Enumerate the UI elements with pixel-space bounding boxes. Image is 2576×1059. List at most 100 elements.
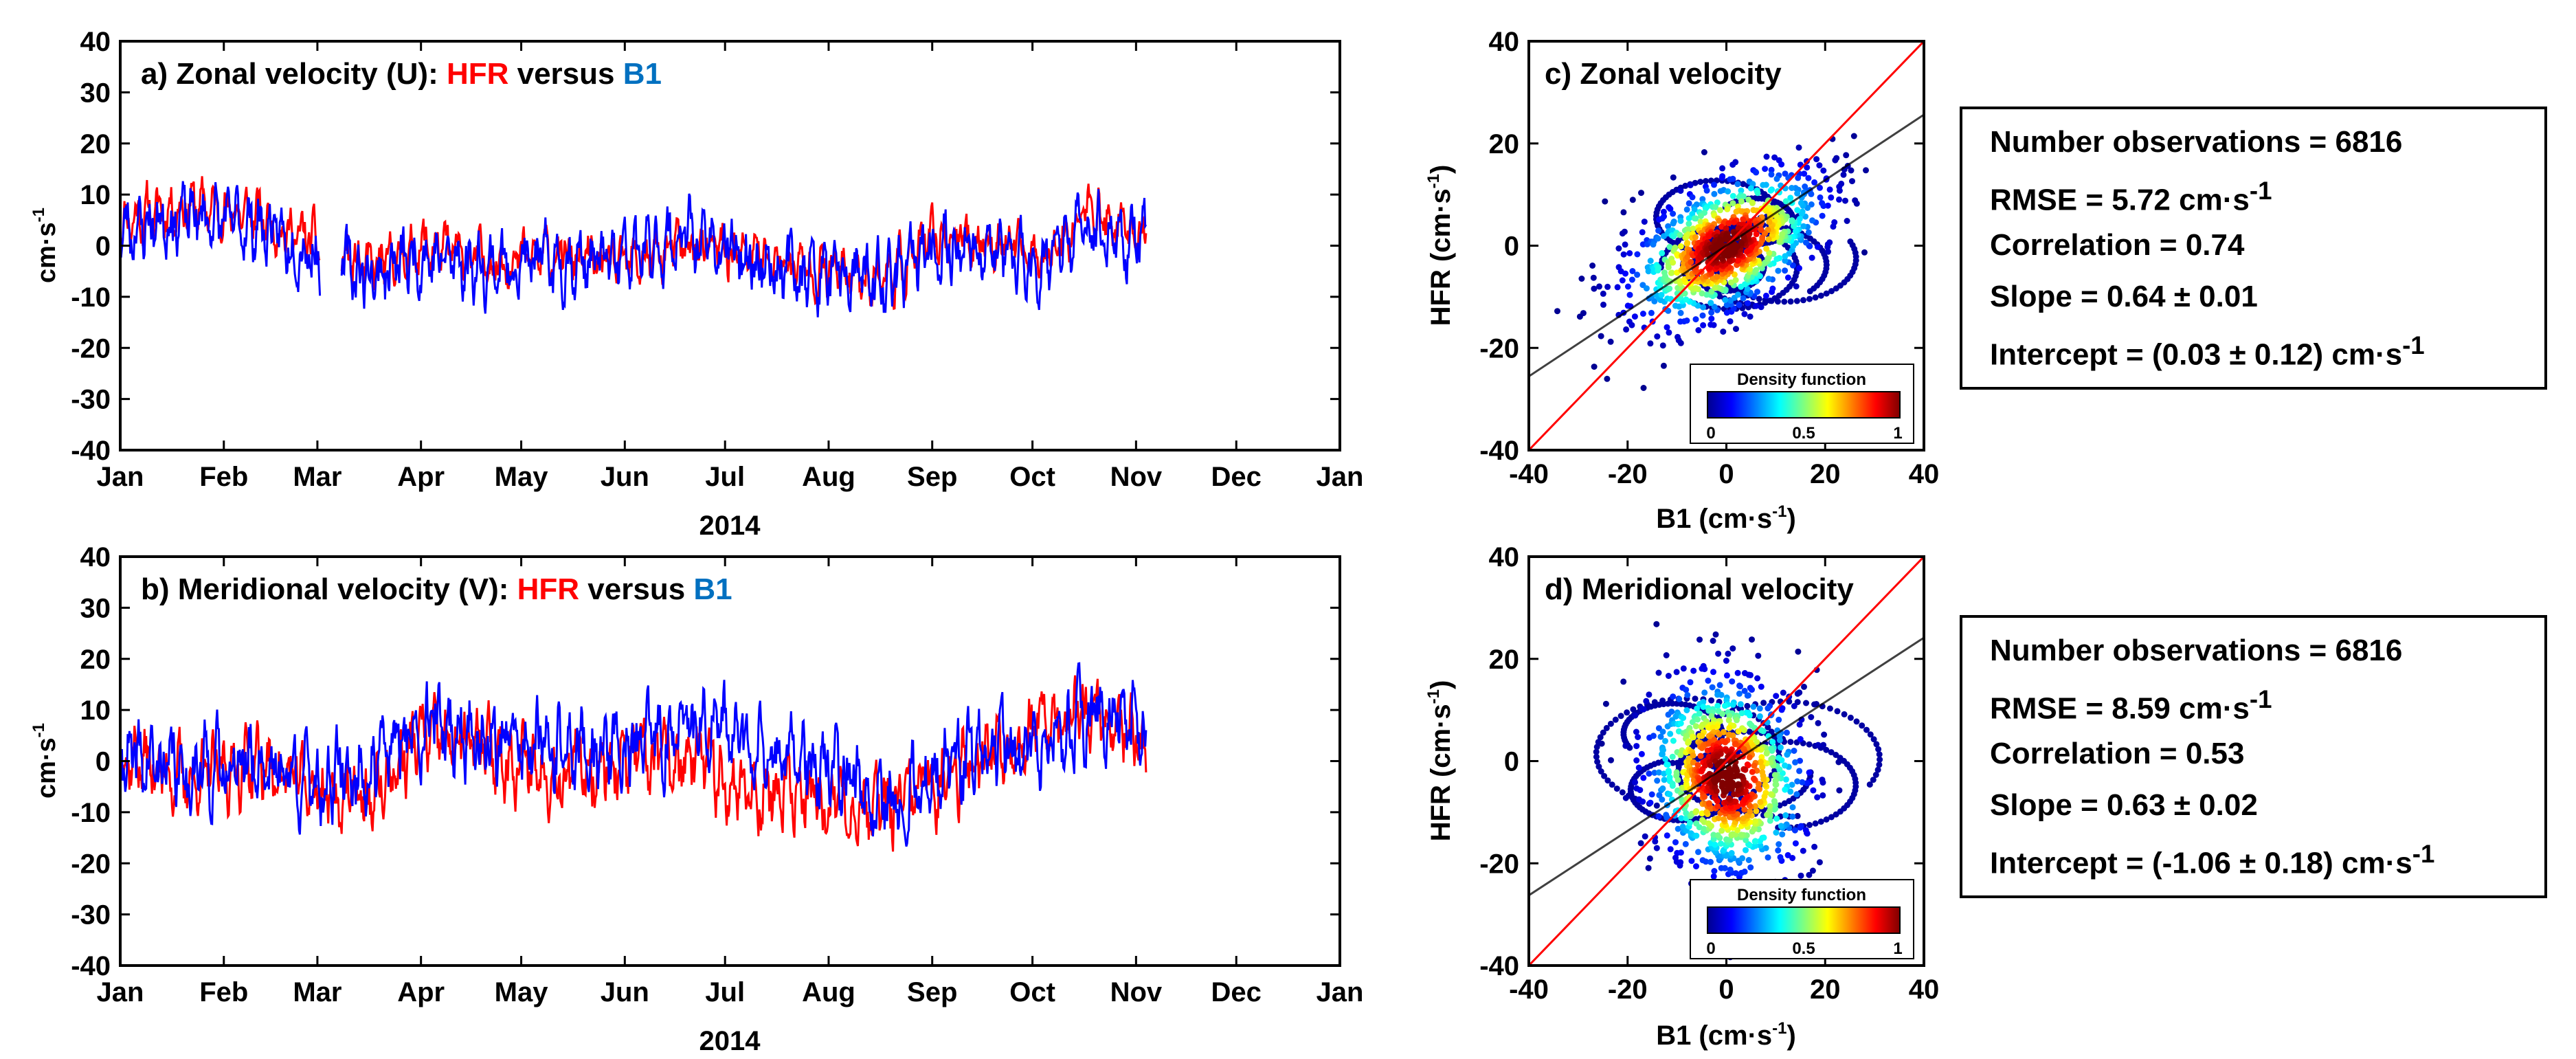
d-scatter-point: [1666, 769, 1672, 776]
d-scatter-point: [1637, 787, 1644, 794]
c-scatter-point: [1842, 197, 1848, 204]
d-scatter-point: [1651, 770, 1658, 776]
c-scatter-point: [1800, 223, 1807, 230]
d-scatter-point: [1619, 789, 1626, 796]
d-scatter-point: [1632, 712, 1639, 719]
c-scatter-point: [1692, 234, 1699, 241]
d-scatter-point: [1646, 855, 1653, 862]
stats-box-meridional: Number observations = 6816 RMSE = 8.59 c…: [1960, 615, 2547, 898]
a-month-label: Apr: [397, 462, 445, 492]
d-scatter-point: [1653, 621, 1660, 627]
d-scatter-point: [1668, 709, 1675, 715]
b-ytick-label: 0: [96, 747, 111, 777]
d-scatter-point: [1686, 819, 1693, 826]
b-month-label: Oct: [1009, 977, 1055, 1007]
c-scatter-point: [1733, 326, 1739, 333]
d-scatter-point: [1635, 764, 1642, 771]
c-scatter-point: [1847, 238, 1854, 245]
d-scatter-point: [1665, 673, 1672, 679]
c-scatter-point: [1634, 251, 1641, 258]
d-scatter-point: [1703, 858, 1710, 865]
c-scatter-point: [1672, 302, 1679, 309]
d-scatter-point: [1765, 705, 1771, 712]
c-scatter-point: [1796, 265, 1802, 271]
d-scatter-point: [1741, 670, 1748, 676]
d-scatter-point: [1598, 768, 1604, 774]
stats-meridional-slope: Slope = 0.63 ± 0.02: [1990, 788, 2258, 822]
c-scatter-point: [1762, 208, 1769, 214]
c-scatter-point: [1756, 296, 1762, 302]
stats-box-zonal: Number observations = 6816 RMSE = 5.72 c…: [1960, 107, 2547, 390]
a-month-label: Sep: [907, 462, 957, 492]
a-y-ticks: -40 -30 -20 -10 0 10 20 30 40: [71, 27, 1340, 466]
d-scatter-point: [1793, 791, 1800, 798]
c-scatter-point: [1622, 241, 1628, 248]
c-scatter-point: [1650, 241, 1657, 248]
d-scatter-point: [1789, 813, 1796, 820]
c-scatter-point: [1722, 297, 1729, 303]
c-scatter-point: [1852, 197, 1859, 204]
d-scatter-point: [1834, 708, 1841, 715]
d-scatter-point: [1732, 741, 1738, 748]
c-scatter-point: [1685, 226, 1692, 233]
c-scatter-point: [1685, 221, 1692, 227]
c-scatter-point: [1789, 262, 1796, 269]
d-scatter-point: [1715, 650, 1722, 657]
d-scatter-point: [1812, 820, 1819, 827]
c-scatter-point: [1620, 209, 1627, 216]
d-scatter-point: [1716, 682, 1723, 689]
d-scatter-point: [1617, 713, 1624, 720]
c-scatter-point: [1765, 254, 1772, 260]
c-scatter-point: [1790, 243, 1797, 249]
c-colorbar: Density function 0 0.5 1: [1690, 364, 1914, 444]
d-scatter-point: [1751, 825, 1758, 832]
c-scatter-point: [1723, 309, 1730, 316]
c-scatter-point: [1659, 342, 1666, 349]
d-scatter-point: [1729, 831, 1736, 838]
c-scatter-point: [1624, 283, 1631, 290]
c-scatter-point: [1729, 192, 1736, 199]
d-scatter-point: [1643, 698, 1650, 704]
c-scatter-point: [1787, 194, 1794, 201]
c-scatter-point: [1683, 241, 1690, 247]
c-xtick-label: 0: [1718, 459, 1734, 489]
d-scatter-point: [1783, 729, 1790, 736]
d-scatter-point: [1729, 701, 1736, 708]
d-scatter-point: [1815, 720, 1822, 726]
stats-meridional-correlation: Correlation = 0.53: [1990, 737, 2245, 770]
c-scatter-point: [1596, 283, 1602, 290]
d-scatter-point: [1806, 741, 1813, 748]
d-scatter-point: [1645, 865, 1652, 871]
c-scatter-point: [1591, 285, 1598, 292]
d-scatter-point: [1782, 776, 1789, 783]
c-scatter-point: [1727, 318, 1734, 325]
a-month-label: Feb: [199, 462, 248, 492]
d-scatter-point: [1594, 759, 1601, 765]
c-scatter-point: [1688, 258, 1694, 265]
d-scatter-point: [1728, 849, 1735, 856]
c-scatter-point: [1735, 225, 1742, 232]
c-scatter-point: [1723, 225, 1729, 232]
d-scatter-point: [1820, 742, 1827, 748]
c-scatter-point: [1626, 250, 1633, 256]
a-month-label: Jan: [97, 462, 144, 492]
b-series-group: [120, 662, 1147, 852]
c-scatter-point: [1778, 161, 1785, 168]
c-scatter-point: [1759, 234, 1766, 241]
c-scatter-point: [1725, 188, 1732, 194]
d-scatter-point: [1817, 818, 1824, 825]
d-title: d) Meridional velocity: [1545, 572, 1854, 606]
d-colorbar-gradient: [1707, 906, 1901, 934]
c-scatter-point: [1863, 167, 1869, 174]
c-xtick-label: 40: [1909, 459, 1940, 489]
d-scatter-point: [1794, 699, 1801, 706]
d-scatter-point: [1673, 669, 1680, 676]
d-xtick-label: 0: [1718, 974, 1734, 1005]
c-scatter-point: [1720, 328, 1727, 335]
c-scatter-point: [1782, 253, 1789, 260]
d-scatter-point: [1694, 705, 1701, 712]
b-ytick-label: -20: [71, 849, 111, 879]
c-scatter-point: [1666, 285, 1673, 292]
d-ylabel: HFR (cm·s-1): [1424, 680, 1456, 842]
d-plot-group: [1529, 557, 1924, 966]
